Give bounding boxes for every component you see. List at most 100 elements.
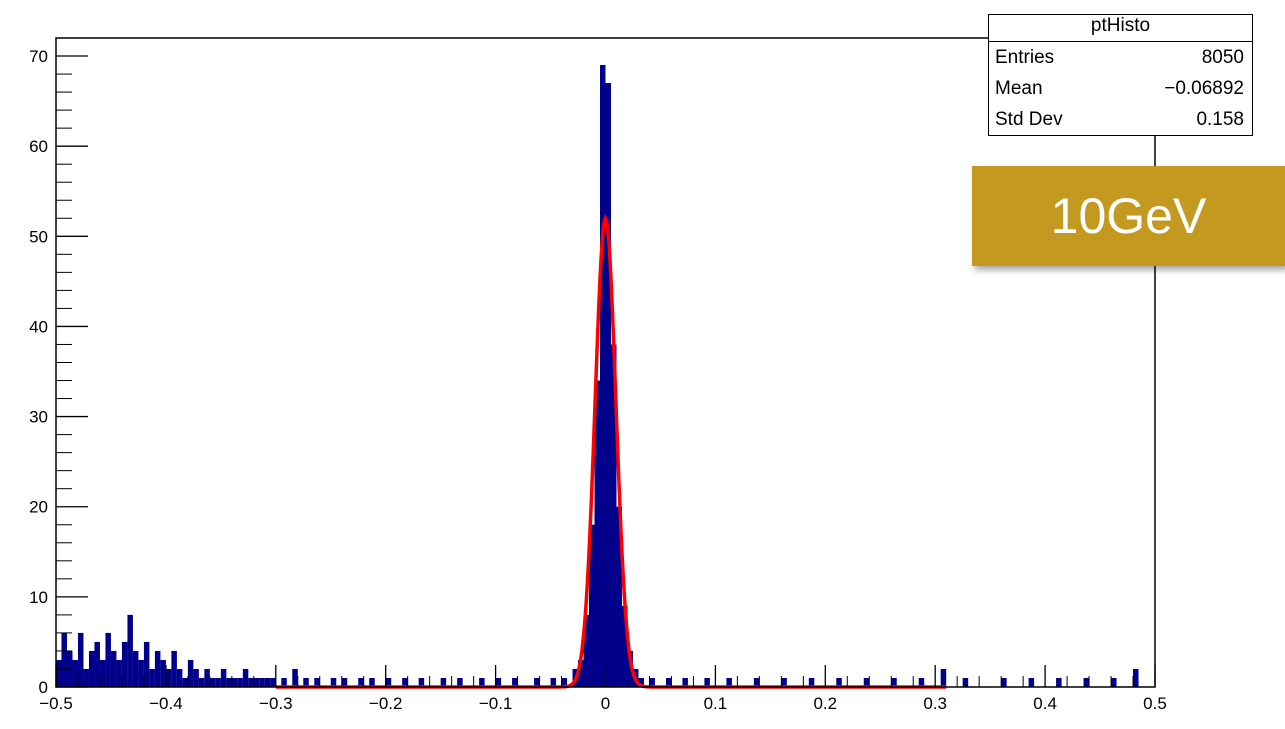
histogram-bar [110,650,117,687]
histogram-bar [231,677,238,687]
stats-row-entries: Entries 8050 [989,42,1252,73]
histogram-bar [605,83,611,687]
histogram-bar [627,650,633,687]
histogram-bar [220,668,227,687]
histogram-bar [138,659,144,687]
histogram-bar [160,659,166,687]
x-tick-label: −0.5 [39,694,73,713]
y-tick-label: 30 [29,408,48,427]
histogram-bar [704,677,710,687]
stats-label: Std Dev [995,109,1063,130]
histogram-bar [314,677,320,687]
x-tick-label: −0.3 [259,694,293,713]
histogram-bar [77,632,84,687]
histogram-bar [418,677,425,687]
histogram-bar [1133,668,1139,687]
histogram-bar [105,632,111,687]
histogram-bar [56,659,62,687]
histogram-bar [649,677,655,687]
histogram-bar [578,659,584,687]
x-tick-label: 0.4 [1033,694,1057,713]
histogram-bar [187,659,194,687]
x-tick-label: 0.2 [813,694,837,713]
histogram-bar [264,677,271,687]
x-tick-label: 0.1 [704,694,728,713]
histogram-bar [143,641,150,687]
y-tick-label: 10 [29,588,48,607]
stats-label: Mean [995,78,1043,99]
x-tick-label: −0.1 [479,694,513,713]
x-tick-label: −0.4 [149,694,183,713]
histogram-bar [512,677,518,687]
y-axis-ticks: 0 10 20 30 40 50 60 70 [29,37,88,697]
y-tick-label: 70 [29,47,48,66]
stats-label: Entries [995,47,1055,68]
histogram-bar [891,677,897,687]
stats-value: −0.06892 [1164,78,1244,99]
stats-row-stddev: Std Dev 0.158 [989,104,1252,135]
histogram-bar [127,614,133,687]
histogram-bar [198,677,205,687]
histogram-bar [495,677,502,687]
histogram-bar [616,506,622,687]
histogram-bars [56,65,1139,687]
histogram-bar [1111,677,1117,687]
histogram-bar [1028,677,1035,687]
histogram-bar [237,677,243,687]
histogram-bar [259,677,265,687]
histogram-bar [863,677,870,687]
histogram-bar [94,641,100,687]
y-tick-label: 50 [29,227,48,246]
histogram-bar [682,677,688,687]
histogram-bar [836,677,842,687]
histogram-bar [610,344,617,687]
y-tick-label: 60 [29,137,48,156]
x-tick-label: 0 [601,694,610,713]
histogram-bar [248,677,254,687]
histogram-bar [369,677,375,687]
histogram-bar [226,677,232,687]
y-tick-label: 0 [39,678,48,697]
histogram-bar [242,668,249,687]
stats-box: ptHisto Entries 8050 Mean −0.06892 Std D… [988,14,1253,136]
histogram-bar [534,677,540,687]
histogram-bar [665,677,672,687]
histogram-bar [341,677,348,687]
histogram-bar [149,668,155,687]
histogram-bar [88,650,95,687]
histogram-bar [726,677,732,687]
histogram-bar [116,659,122,687]
histogram-bar [176,668,183,687]
x-tick-label: 0.5 [1143,694,1167,713]
histogram-bar [621,605,628,687]
histogram-bar [1001,677,1007,687]
histogram-bar [918,677,925,687]
histogram-bar [154,650,161,687]
histogram-bar [132,650,139,687]
histogram-bar [402,677,408,687]
x-tick-label: −0.2 [369,694,403,713]
histogram-bar [1083,677,1090,687]
histogram-bar [204,668,210,687]
histogram-bar [193,668,199,687]
stats-row-mean: Mean −0.06892 [989,73,1252,104]
histogram-bar [385,677,392,687]
histogram-bar [358,677,364,687]
histogram-bar [121,641,128,687]
histogram-bar [182,677,188,687]
histogram-bar [561,677,568,687]
histogram-bar [781,677,787,687]
histogram-bar [479,677,485,687]
stats-value: 0.158 [1196,109,1244,130]
histogram-bar [808,677,815,687]
histogram-bar [303,677,309,687]
stats-value: 8050 [1201,47,1244,68]
x-axis-ticks: −0.5 −0.4 −0.3 −0.2 −0.1 0 0.1 0.2 0.3 0.4 0.5 [39,665,1167,713]
histogram-bar [600,65,606,687]
histogram-bar [292,668,298,687]
histogram-bar [253,677,260,687]
histogram-bar [550,677,557,687]
histogram-bar [165,668,172,687]
energy-badge: 10GeV [972,166,1285,266]
